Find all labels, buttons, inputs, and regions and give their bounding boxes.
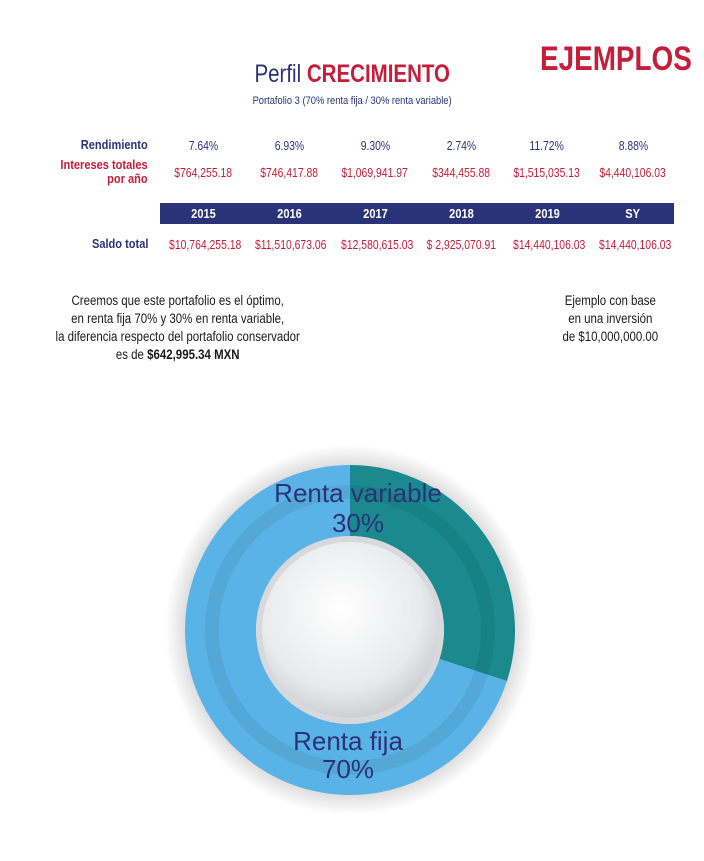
donut-inner-ring xyxy=(205,485,495,775)
year-header-3: 2018 xyxy=(448,206,474,221)
cell-rendimiento-1: 6.93% xyxy=(274,138,304,153)
row-label-intereses-2: por año xyxy=(107,171,148,186)
donut-center xyxy=(262,542,438,718)
subtitle-text: Portafolio 3 (70% renta fija / 30% renta… xyxy=(252,95,452,107)
note-right-line-1: Ejemplo con base xyxy=(564,293,656,308)
year-header-1: 2016 xyxy=(276,206,302,221)
year-header-bar xyxy=(160,203,674,224)
label-renta-variable: Renta variable xyxy=(274,478,442,508)
note-left-line-1: Creemos que este portafolio es el óptimo… xyxy=(71,293,284,308)
cell-intereses-3: $344,455.88 xyxy=(432,165,490,180)
row-label-rendimiento: Rendimiento xyxy=(81,137,148,152)
row-label-saldo: Saldo total xyxy=(91,236,148,251)
cell-saldo-0: $10,764,255.18 xyxy=(169,237,242,252)
note-left-line-4-prefix: es de xyxy=(115,347,147,362)
cell-rendimiento-3: 2.74% xyxy=(446,138,476,153)
donut-slices xyxy=(184,465,515,795)
slice-renta-variable xyxy=(350,465,515,681)
cell-intereses-1: $746,417.88 xyxy=(260,165,318,180)
cell-intereses-0: $764,255.18 xyxy=(174,165,232,180)
cell-saldo-4: $14,440,106.03 xyxy=(513,237,586,252)
note-right-line-3: de $10,000,000.00 xyxy=(562,329,658,344)
year-header-0: 2015 xyxy=(190,206,216,221)
label-renta-variable-pct: 30% xyxy=(332,508,384,538)
cell-saldo-3: $ 2,925,070.91 xyxy=(426,237,497,252)
cell-intereses-4: $1,515,035.13 xyxy=(513,165,581,180)
ejemplos-heading: EJEMPLOS xyxy=(540,40,692,78)
year-header-2: 2017 xyxy=(362,206,388,221)
cell-rendimiento-5: 8.88% xyxy=(618,138,648,153)
cell-rendimiento-4: 11.72% xyxy=(529,138,565,153)
label-renta-fija: Renta fija xyxy=(293,726,403,756)
row-label-intereses-1: Intereses totales xyxy=(60,157,148,172)
page-title: Perfil CRECIMIENTO xyxy=(0,60,704,89)
cell-rendimiento-0: 7.64% xyxy=(188,138,218,153)
title-highlight: CRECIMIENTO xyxy=(306,60,450,88)
year-header-5: SY xyxy=(625,206,641,221)
slice-renta-fija xyxy=(184,465,507,795)
cell-saldo-1: $11,510,673.06 xyxy=(254,237,327,252)
year-header-4: 2019 xyxy=(534,206,560,221)
label-renta-fija-pct: 70% xyxy=(322,754,374,784)
note-right-line-2: en una inversión xyxy=(567,311,653,326)
note-optimal-portfolio: Creemos que este portafolio es el óptimo… xyxy=(0,292,355,364)
cell-saldo-5: $14,440,106.03 xyxy=(599,237,672,252)
title-prefix: Perfil xyxy=(254,60,307,88)
note-left-line-3: la diferencia respecto del portafolio co… xyxy=(55,329,300,344)
cell-saldo-2: $12,580,615.03 xyxy=(341,237,414,252)
note-investment-base: Ejemplo con base en una inversión de $10… xyxy=(525,292,695,346)
portfolio-donut-chart: Renta variable 30% Renta fija 70% xyxy=(165,445,535,815)
note-left-amount: $642,995.34 MXN xyxy=(146,347,240,362)
cell-rendimiento-2: 9.30% xyxy=(360,138,390,153)
note-left-line-2: en renta fija 70% y 30% en renta variabl… xyxy=(70,311,285,326)
cell-intereses-2: $1,069,941.97 xyxy=(341,165,409,180)
cell-intereses-5: $4,440,106.03 xyxy=(599,165,667,180)
page-subtitle: Portafolio 3 (70% renta fija / 30% renta… xyxy=(0,95,704,107)
